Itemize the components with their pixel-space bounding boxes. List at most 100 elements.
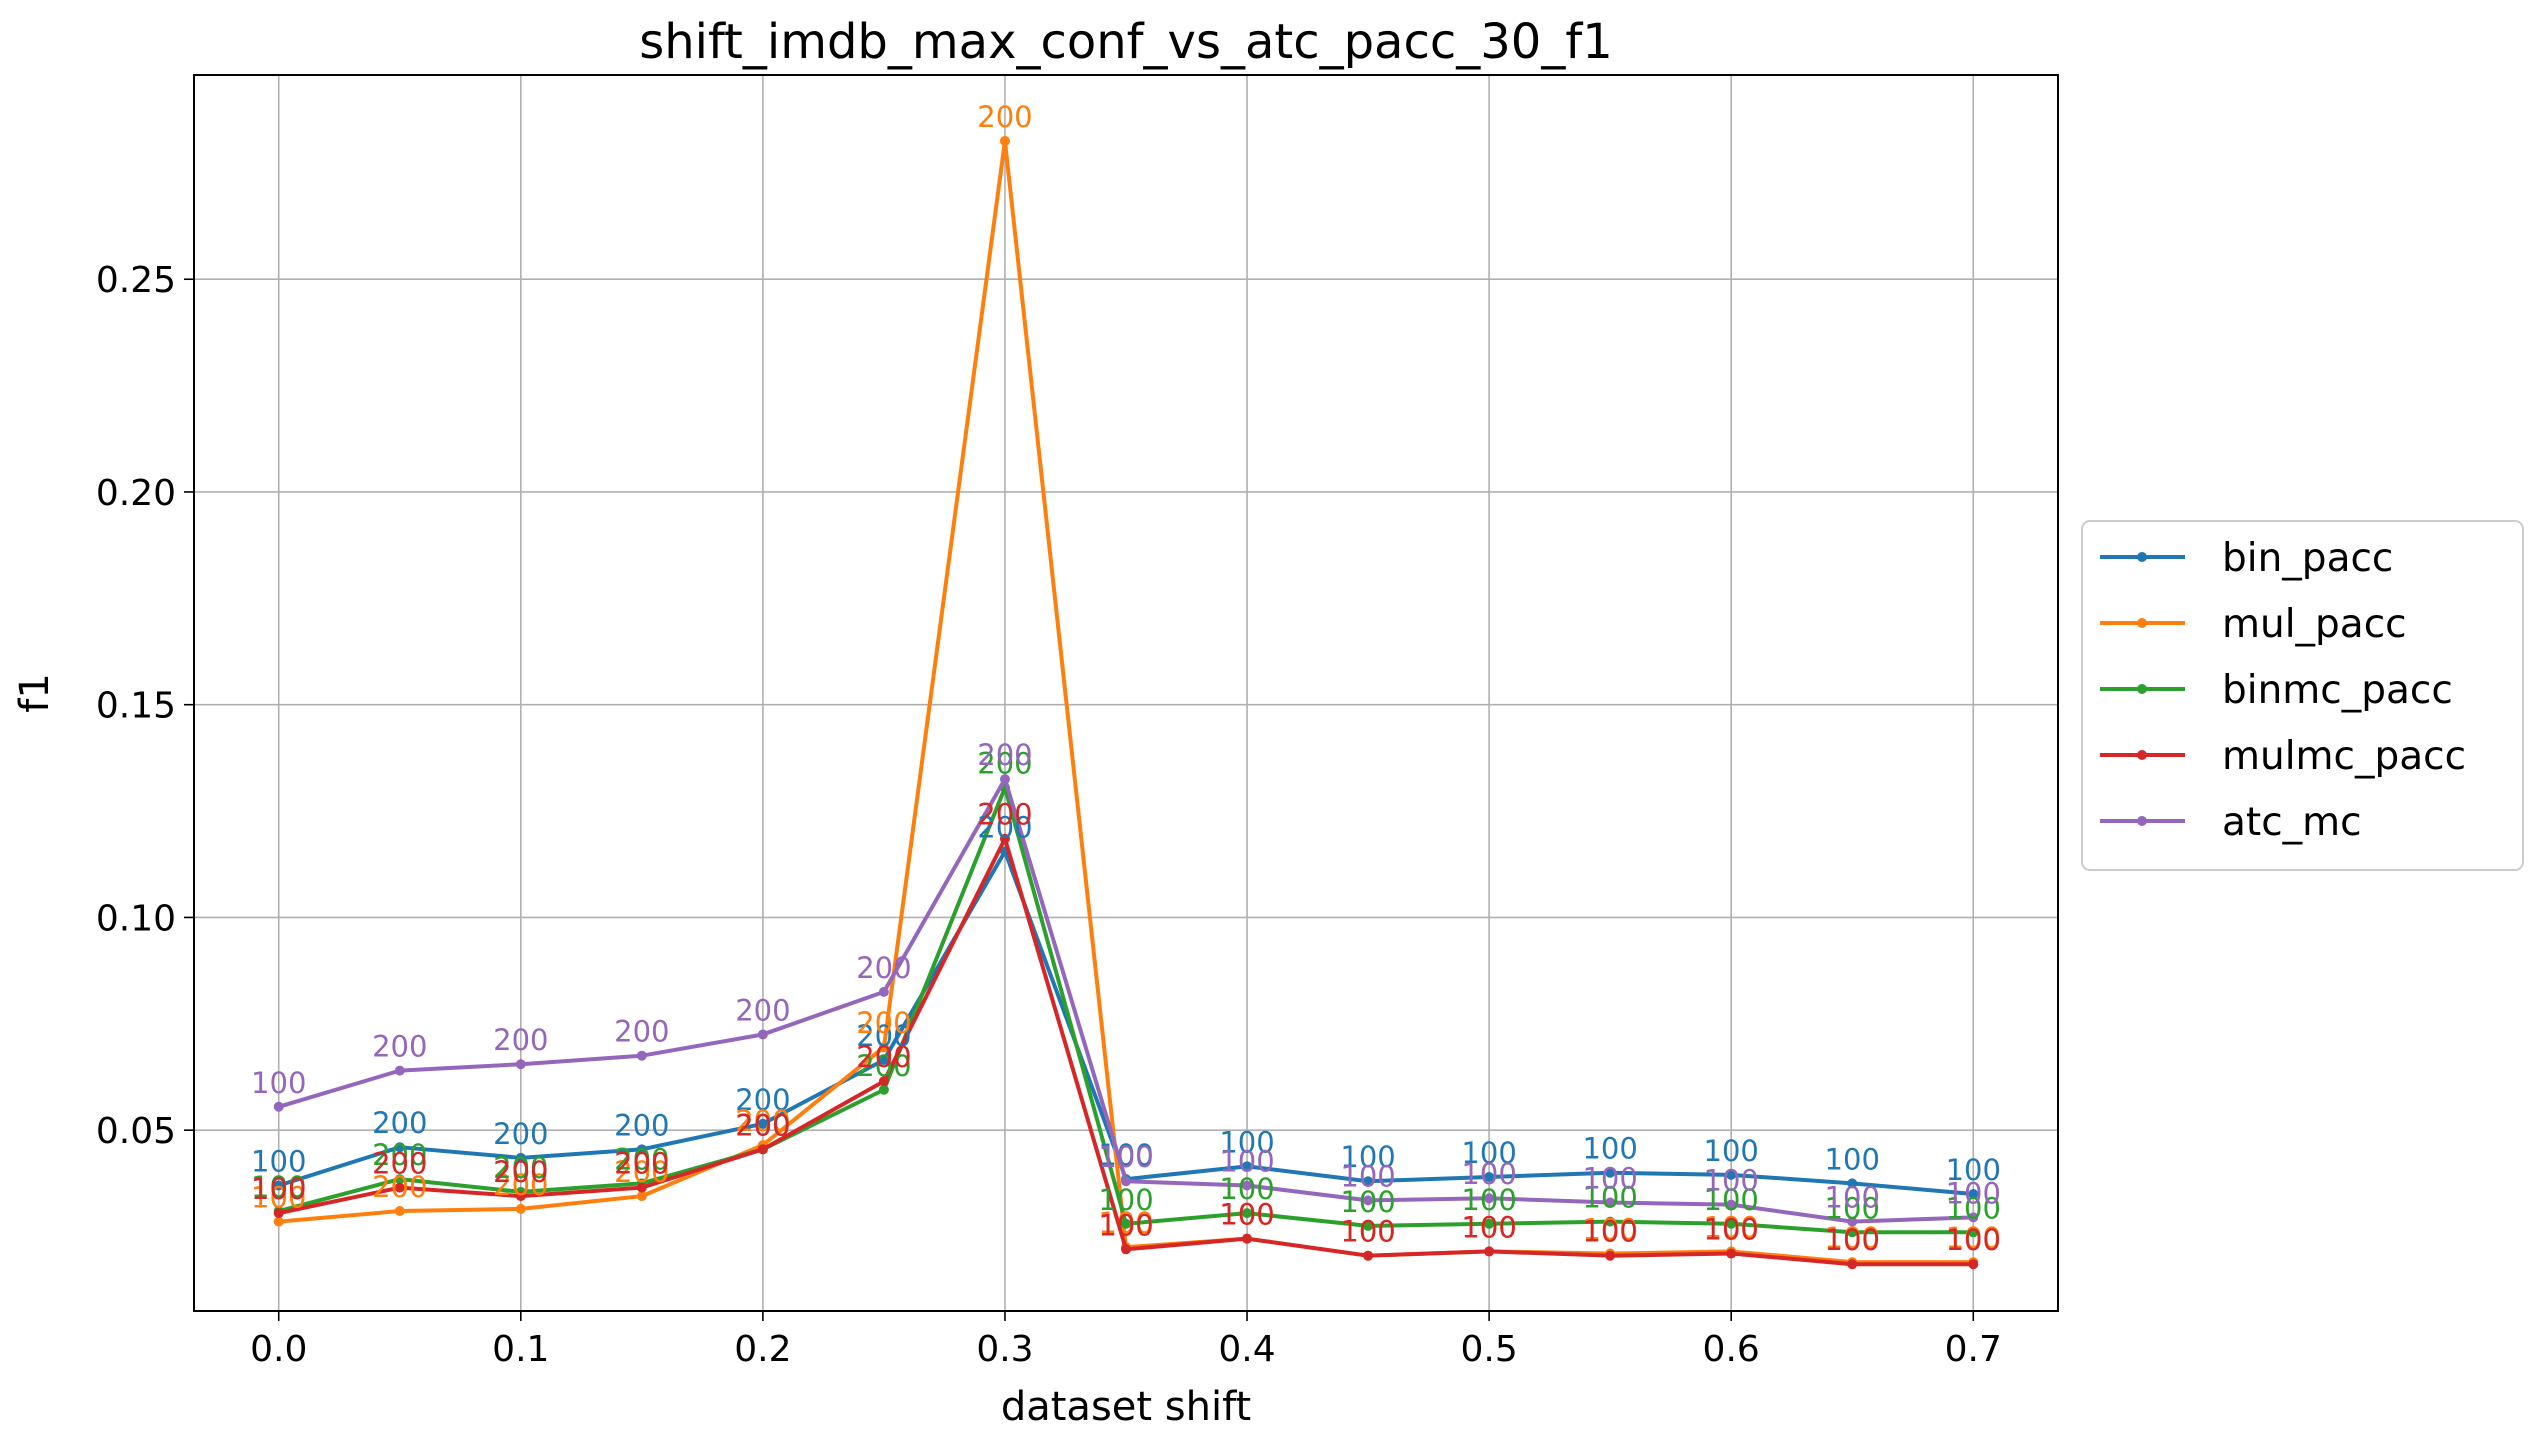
data-point-bin_pacc bbox=[1605, 1167, 1616, 1178]
data-point-binmc_pacc bbox=[1968, 1227, 1979, 1238]
data-label-mul_pacc: 200 bbox=[977, 100, 1032, 134]
legend-marker bbox=[2137, 750, 2147, 760]
y-tick-label: 0.15 bbox=[96, 686, 176, 727]
data-label-bin_pacc: 200 bbox=[614, 1108, 669, 1142]
data-point-mul_pacc bbox=[636, 1191, 647, 1202]
data-point-binmc_pacc bbox=[1242, 1208, 1253, 1219]
legend-label: mul_pacc bbox=[2222, 602, 2407, 647]
data-label-bin_pacc: 100 bbox=[1461, 1136, 1516, 1170]
data-label-atc_mc: 100 bbox=[1098, 1140, 1153, 1174]
data-label-binmc_pacc: 200 bbox=[372, 1138, 427, 1172]
data-point-bin_pacc bbox=[1968, 1188, 1979, 1199]
data-label-binmc_pacc: 200 bbox=[735, 1108, 790, 1142]
data-label-mulmc_pacc: 100 bbox=[1098, 1208, 1153, 1242]
legend-label: mulmc_pacc bbox=[2222, 734, 2466, 779]
data-point-mulmc_pacc bbox=[1363, 1250, 1374, 1261]
data-point-mul_pacc bbox=[999, 135, 1010, 146]
data-label-bin_pacc: 100 bbox=[1582, 1132, 1637, 1166]
data-point-bin_pacc bbox=[1242, 1161, 1253, 1172]
data-point-atc_mc bbox=[515, 1059, 526, 1070]
data-point-mulmc_pacc bbox=[1242, 1233, 1253, 1244]
y-tick-label: 0.20 bbox=[96, 473, 176, 514]
data-point-bin_pacc bbox=[1847, 1178, 1858, 1189]
x-tick-label: 0.7 bbox=[1945, 1329, 2002, 1370]
data-point-binmc_pacc bbox=[1363, 1220, 1374, 1231]
data-point-binmc_pacc bbox=[1484, 1218, 1495, 1229]
data-label-mul_pacc: 200 bbox=[614, 1155, 669, 1189]
data-point-mul_pacc bbox=[394, 1206, 405, 1217]
x-tick-label: 0.2 bbox=[734, 1329, 791, 1370]
data-label-bin_pacc: 200 bbox=[856, 1019, 911, 1053]
data-point-atc_mc bbox=[878, 986, 889, 997]
data-label-bin_pacc: 100 bbox=[1704, 1134, 1759, 1168]
data-label-bin_pacc: 100 bbox=[1340, 1140, 1395, 1174]
data-point-atc_mc bbox=[394, 1065, 405, 1076]
y-tick-label: 0.10 bbox=[96, 898, 176, 939]
y-tick-label: 0.25 bbox=[96, 260, 176, 301]
y-tick-label: 0.05 bbox=[96, 1111, 176, 1152]
data-point-mulmc_pacc bbox=[636, 1182, 647, 1193]
data-point-mul_pacc bbox=[878, 1042, 889, 1053]
data-point-atc_mc bbox=[757, 1029, 768, 1040]
data-point-bin_pacc bbox=[394, 1142, 405, 1153]
data-label-binmc_pacc: 100 bbox=[1219, 1172, 1274, 1206]
y-axis-label: f1 bbox=[12, 673, 58, 713]
data-point-binmc_pacc bbox=[1605, 1216, 1616, 1227]
data-label-binmc_pacc: 100 bbox=[1582, 1181, 1637, 1215]
data-label-binmc_pacc: 100 bbox=[1704, 1183, 1759, 1217]
data-point-mulmc_pacc bbox=[878, 1076, 889, 1087]
data-label-atc_mc: 100 bbox=[1461, 1157, 1516, 1191]
series-lines bbox=[273, 135, 1979, 1270]
series-atc_mc bbox=[273, 774, 1979, 1227]
data-label-mulmc_pacc: 200 bbox=[372, 1147, 427, 1181]
legend-box bbox=[2081, 520, 2524, 871]
data-point-mulmc_pacc bbox=[394, 1182, 405, 1193]
data-label-mulmc_pacc: 200 bbox=[614, 1147, 669, 1181]
data-point-mulmc_pacc bbox=[1121, 1244, 1131, 1255]
data-point-atc_mc bbox=[1726, 1199, 1737, 1210]
x-tick-label: 0.1 bbox=[492, 1329, 549, 1370]
plot-frame bbox=[193, 74, 2059, 1312]
axis-ticks: 0.0 0.1 0.2 0.3 0.4 0.5 0.6 0.7 0.05 0.10 0.15 0.20… bbox=[96, 260, 2002, 1370]
data-label-atc_mc: 200 bbox=[614, 1015, 669, 1049]
data-point-mulmc_pacc bbox=[273, 1208, 284, 1219]
legend-label: atc_mc bbox=[2222, 800, 2362, 845]
data-label-bin_pacc: 100 bbox=[1825, 1142, 1880, 1176]
data-label-binmc_pacc: 200 bbox=[493, 1151, 548, 1185]
chart-title: shift_imdb_max_conf_vs_atc_pacc_30_f1 bbox=[639, 14, 1613, 70]
data-label-mul_pacc: 200 bbox=[372, 1170, 427, 1204]
data-point-atc_mc bbox=[1242, 1180, 1253, 1191]
data-label-mul_pacc: 100 bbox=[1340, 1215, 1395, 1249]
legend-item-binmc_pacc: binmc_pacc bbox=[2100, 668, 2453, 713]
data-label-mulmc_pacc: 100 bbox=[1946, 1223, 2001, 1257]
data-label-bin_pacc: 100 bbox=[1219, 1125, 1274, 1159]
data-label-mulmc_pacc: 100 bbox=[1219, 1198, 1274, 1232]
data-label-atc_mc: 100 bbox=[1704, 1164, 1759, 1198]
legend-marker bbox=[2137, 684, 2147, 694]
data-label-mul_pacc: 200 bbox=[735, 1104, 790, 1138]
legend-marker bbox=[2137, 618, 2147, 628]
x-tick-label: 0.0 bbox=[250, 1329, 307, 1370]
data-label-bin_pacc: 200 bbox=[735, 1083, 790, 1117]
data-label-mulmc_pacc: 200 bbox=[977, 798, 1032, 832]
x-tick-label: 0.3 bbox=[976, 1329, 1033, 1370]
data-label-mulmc_pacc: 200 bbox=[735, 1108, 790, 1142]
data-point-binmc_pacc bbox=[394, 1174, 405, 1185]
data-point-atc_mc bbox=[1605, 1197, 1616, 1208]
data-label-mul_pacc: 100 bbox=[1704, 1210, 1759, 1244]
data-label-binmc_pacc: 100 bbox=[1461, 1183, 1516, 1217]
x-tick-label: 0.6 bbox=[1703, 1329, 1760, 1370]
data-label-bin_pacc: 100 bbox=[1098, 1138, 1153, 1172]
data-point-atc_mc bbox=[1121, 1176, 1131, 1187]
data-label-atc_mc: 100 bbox=[1825, 1181, 1880, 1215]
x-tick-label: 0.4 bbox=[1218, 1329, 1275, 1370]
data-point-mulmc_pacc bbox=[515, 1191, 526, 1202]
legend-label: binmc_pacc bbox=[2222, 668, 2453, 713]
data-point-mulmc_pacc bbox=[757, 1144, 768, 1155]
data-label-atc_mc: 200 bbox=[856, 951, 911, 985]
data-label-mul_pacc: 100 bbox=[251, 1181, 306, 1215]
data-label-bin_pacc: 200 bbox=[493, 1117, 548, 1151]
data-label-binmc_pacc: 200 bbox=[977, 747, 1032, 781]
data-label-binmc_pacc: 200 bbox=[856, 1049, 911, 1083]
data-point-bin_pacc bbox=[757, 1118, 768, 1129]
